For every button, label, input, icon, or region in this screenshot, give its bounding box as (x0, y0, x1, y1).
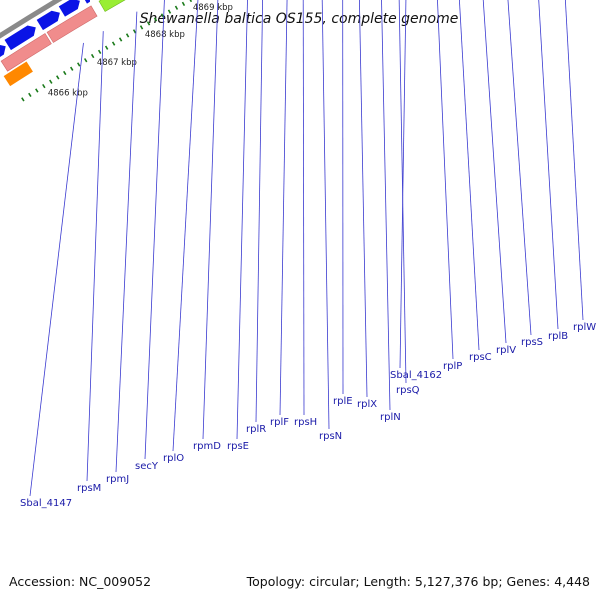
gc-content-tick (49, 79, 53, 84)
gene-label: rpsE (227, 441, 249, 452)
gc-content-tick (97, 49, 102, 54)
gene-callout-line (236, 0, 248, 440)
gene-label: rplP (443, 361, 462, 372)
gene-label: rplV (496, 345, 516, 356)
gc-content-tick (83, 58, 88, 63)
gc-content-tick (167, 9, 172, 14)
gc-content-tick (63, 70, 67, 76)
gene-label: rplN (380, 412, 401, 423)
map-title: Shewanella baltica OS155, complete genom… (140, 11, 459, 27)
gene-callout-line (202, 0, 219, 440)
gene-callout-line (538, 0, 559, 330)
gc-content-tick (56, 75, 60, 80)
gene-label: secY (135, 461, 159, 472)
gene-callout-line (399, 0, 407, 369)
gene-label: rpsC (469, 352, 492, 363)
gene-callout-line (437, 0, 454, 360)
gene-label: Sbal_4147 (20, 498, 72, 509)
gene-callout-line (321, 0, 330, 430)
gene-label: rpsS (521, 337, 543, 348)
gc-content-tick (76, 62, 81, 67)
gene-callout-line (144, 0, 165, 460)
gc-content-tick (160, 13, 165, 18)
cds-forward-arrow (58, 0, 80, 17)
kbp-label: 4867 kbp (97, 58, 137, 68)
gene-callout-line (482, 0, 507, 344)
gene-callout-line (564, 0, 584, 321)
gc-content-tick (181, 1, 186, 7)
cds-forward-arrow (4, 25, 36, 51)
gene-label: rplE (333, 396, 353, 407)
gene-label: rpsM (77, 483, 101, 494)
gene-label: rpsQ (396, 385, 420, 396)
gc-content-tick (104, 45, 109, 50)
gene-callout-line (29, 42, 84, 497)
kbp-label: 4868 kbp (145, 30, 185, 40)
gene-callout-line (507, 0, 532, 336)
gene-label: rplR (246, 424, 266, 435)
gene-label: rplO (163, 453, 184, 464)
highlighted-feature (98, 0, 126, 12)
gc-content-tick (35, 88, 39, 93)
gene-callout-line (359, 0, 368, 398)
gc-content-tick (132, 29, 137, 34)
kbp-label: 4866 kbp (48, 88, 88, 98)
gene-callout-line (398, 0, 407, 384)
gc-content-tick (28, 92, 32, 98)
gc-content-tick (111, 41, 116, 46)
gene-feature-band (46, 5, 98, 43)
gene-label: rpsH (294, 417, 317, 428)
gene-feature-band (0, 33, 52, 72)
gene-callout-line (115, 11, 138, 473)
gene-label: rpsN (319, 431, 342, 442)
gene-callout-line (302, 0, 305, 416)
gene-label: rplF (270, 417, 289, 428)
gene-callout-line (172, 0, 199, 452)
gene-callout-line (381, 0, 391, 411)
gc-content-tick (139, 25, 144, 30)
gc-content-tick (153, 17, 158, 22)
gene-callout-line (459, 0, 480, 351)
gene-callout-line (86, 31, 104, 482)
cds-forward-arrow (36, 10, 60, 31)
gene-callout-line (255, 0, 264, 423)
gc-content-tick (174, 5, 179, 10)
gene-label: rplX (357, 399, 377, 410)
genome-backbone (0, 0, 63, 39)
kbp-label: 4869 kbp (193, 3, 233, 13)
gc-content-tick (90, 53, 95, 59)
gene-callout-line (279, 0, 288, 416)
topology-label: Topology: circular; Length: 5,127,376 bp… (246, 574, 590, 589)
gene-label: rplW (573, 322, 596, 333)
cds-forward-arrow (84, 0, 90, 4)
gc-content-tick (118, 37, 123, 42)
gc-content-tick (146, 21, 151, 26)
gc-content-tick (42, 83, 46, 89)
gene-label: rplB (548, 331, 568, 342)
gene-label: Sbal_4162 (390, 370, 442, 381)
gene-label: rpmJ (106, 474, 129, 485)
orange-feature (3, 61, 33, 87)
gc-content-tick (125, 33, 130, 38)
gc-content-tick (70, 66, 74, 71)
gc-content-tick (21, 97, 25, 102)
cds-forward-arrow (0, 45, 6, 58)
gene-label: rpmD (193, 441, 221, 452)
gc-content-tick (189, 0, 193, 3)
accession-label: Accession: NC_009052 (9, 574, 152, 589)
